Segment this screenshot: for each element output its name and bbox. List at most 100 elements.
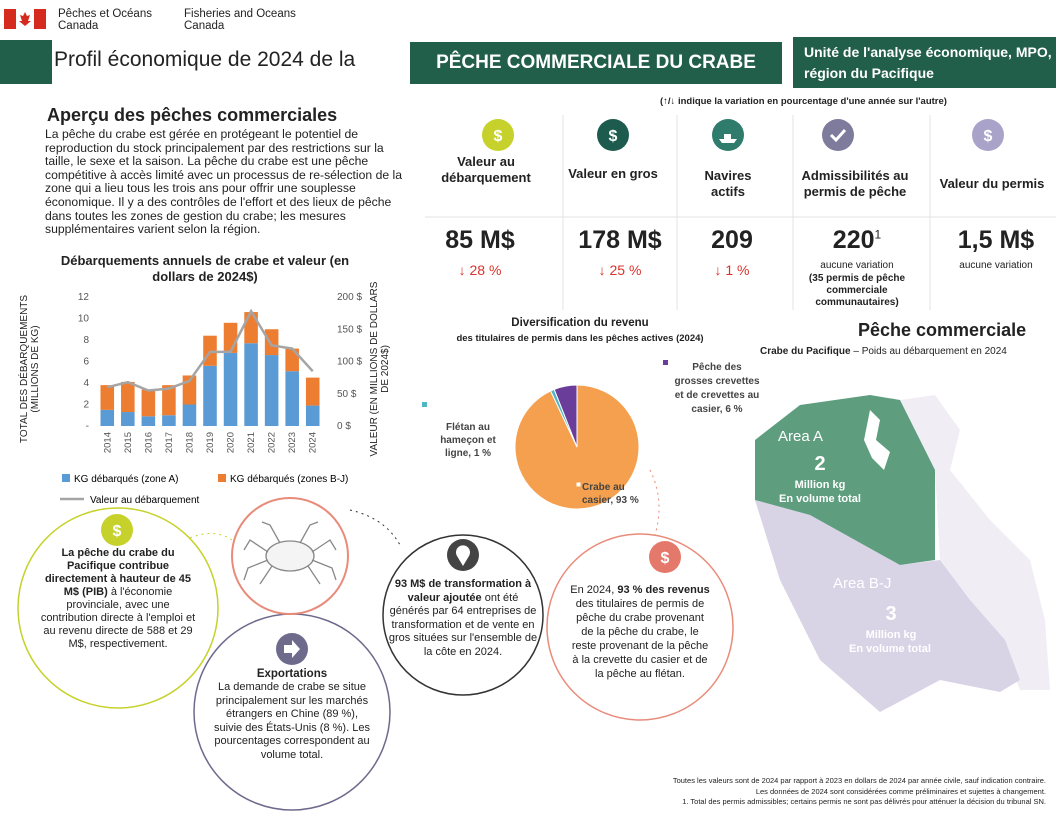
footnotes: Toutes les valeurs sont de 2024 par rapp… <box>673 776 1046 808</box>
crab <box>243 521 337 585</box>
area-value: 3 <box>885 603 897 625</box>
y-tick-label: 10 <box>78 314 90 325</box>
bar <box>264 329 279 356</box>
circle-frame <box>382 534 544 696</box>
kpi-value: 85 M$ <box>445 226 515 254</box>
pie-label-swatch <box>575 481 582 488</box>
dept-fr-block: Pêches et Océans Canada <box>58 8 152 32</box>
crab-body <box>265 540 315 572</box>
bar <box>285 371 299 426</box>
legend-swatch <box>218 474 226 482</box>
connector <box>649 469 660 536</box>
y2-axis-title: VALEUR (EN MILLIONS DE DOLLARS DE 2024$) <box>369 281 391 457</box>
title-main: PÊCHE COMMERCIALE DU CRABE <box>436 52 756 73</box>
icon <box>101 514 133 546</box>
icon-glyph: $ <box>661 550 670 567</box>
circle-frame <box>17 507 219 709</box>
overview-text: La pêche du crabe est gérée en protégean… <box>45 127 402 237</box>
area-a-shape <box>755 395 935 565</box>
map-heading: Pêche commerciale <box>858 320 1027 340</box>
kpi-note: (↑/↓ indique la variation en pourcentage… <box>660 96 947 107</box>
area-unit: Million kg <box>794 479 846 491</box>
area-note: En volume total <box>849 643 931 655</box>
x-tick-label: 2018 <box>184 432 195 453</box>
x-tick-label: 2024 <box>308 432 319 453</box>
map <box>755 395 1050 712</box>
kpi-footnote: (35 permis de pêche commerciale communau… <box>808 273 906 308</box>
x-tick-label: 2019 <box>205 432 216 453</box>
map-subtitle: Crabe du Pacifique – Poids au débarqueme… <box>760 346 1007 357</box>
bar <box>141 389 156 417</box>
bar <box>121 381 135 413</box>
gdp-body: à l'économie provinciale, avec une contr… <box>40 586 196 650</box>
revenue-body: des titulaires de permis de pêche du cra… <box>571 598 709 680</box>
line <box>106 308 314 392</box>
connector <box>189 533 233 541</box>
icon <box>649 541 681 573</box>
kpi-value: 1,5 M$ <box>957 226 1035 254</box>
y-tick-label: - <box>86 421 89 432</box>
flag-bar <box>34 9 46 29</box>
footnote: 1. Total des permis admissibles; certain… <box>682 797 1046 806</box>
y2-tick-label: 200 $ <box>337 292 362 303</box>
flag-bar <box>4 9 16 29</box>
icon-glyph <box>456 545 471 566</box>
kpi-label: Navires actifs <box>704 168 752 199</box>
revenue-text: En 2024, 93 % des revenus des titulaires… <box>570 583 710 681</box>
pie-subtitle: des titulaires de permis dans les pêches… <box>456 333 704 344</box>
x-tick-label: 2014 <box>102 432 113 453</box>
bar <box>141 416 156 426</box>
map-subtitle-bold: Crabe du Pacifique <box>760 346 851 357</box>
y-tick-label: 4 <box>83 378 89 389</box>
y2-tick-label: 50 $ <box>337 389 357 400</box>
area-name: Area A <box>778 428 824 445</box>
dept-en: Fisheries and Oceans <box>184 8 296 20</box>
exports-text: La demande de crabe se situe principalem… <box>214 681 370 761</box>
bar <box>264 355 279 426</box>
kpi-change: aucune variation <box>820 260 894 271</box>
country-fr: Canada <box>58 20 99 32</box>
kpi-sup: 1 <box>874 227 882 242</box>
y-tick-label: 2 <box>83 400 89 411</box>
kpi-value: 220 <box>832 226 875 254</box>
icon <box>822 119 854 151</box>
icon-glyph <box>719 134 737 143</box>
area-bj-shape <box>755 500 1020 712</box>
bar <box>223 352 238 426</box>
bar <box>285 348 299 372</box>
icon-glyph <box>829 128 847 143</box>
pie-label-swatch <box>422 402 427 407</box>
area-unit: Million kg <box>865 629 917 641</box>
kpi-value-block: 2201 <box>797 226 917 255</box>
kpi-label: Valeur en gros <box>568 166 658 181</box>
unit: Unité de l'analyse économique, MPO, régi… <box>804 44 1052 81</box>
footnote: Toutes les valeurs sont de 2024 par rapp… <box>672 776 1046 785</box>
x-tick-label: 2023 <box>287 432 298 453</box>
processing-bold: 93 M$ de transformation à valeur ajoutée <box>394 578 532 604</box>
icon <box>482 119 514 151</box>
revenue-lead: En 2024, <box>570 584 615 596</box>
unit-box <box>793 37 1056 88</box>
gdp-bold: La pêche du crabe du Pacifique contribue… <box>44 547 192 598</box>
bar <box>223 322 238 353</box>
title-prefix: Profil économique de 2024 de la <box>54 48 356 71</box>
header-block <box>0 40 52 84</box>
kpi-label: Valeur au débarquement <box>441 154 531 185</box>
dept-fr: Pêches et Océans <box>58 8 152 20</box>
bar <box>100 385 115 410</box>
bar <box>305 405 320 426</box>
revenue-bold: 93 % des revenus <box>617 584 710 596</box>
pie-slice <box>553 384 578 448</box>
crab-legs <box>243 521 337 585</box>
icon-glyph: $ <box>609 128 618 145</box>
dept-en-block: Fisheries and Oceans Canada <box>184 8 296 32</box>
mainland <box>900 395 1050 690</box>
pie-label: Pêche des grosses crevettes et de crevet… <box>674 362 760 415</box>
pie-label-swatch <box>663 360 668 365</box>
y-axis-title: TOTAL DES DÉBARQUEMENTS (MILLIONS DE KG) <box>19 294 41 444</box>
x-tick-label: 2016 <box>143 432 154 453</box>
x-tick-label: 2021 <box>246 432 257 453</box>
bar <box>162 385 176 416</box>
